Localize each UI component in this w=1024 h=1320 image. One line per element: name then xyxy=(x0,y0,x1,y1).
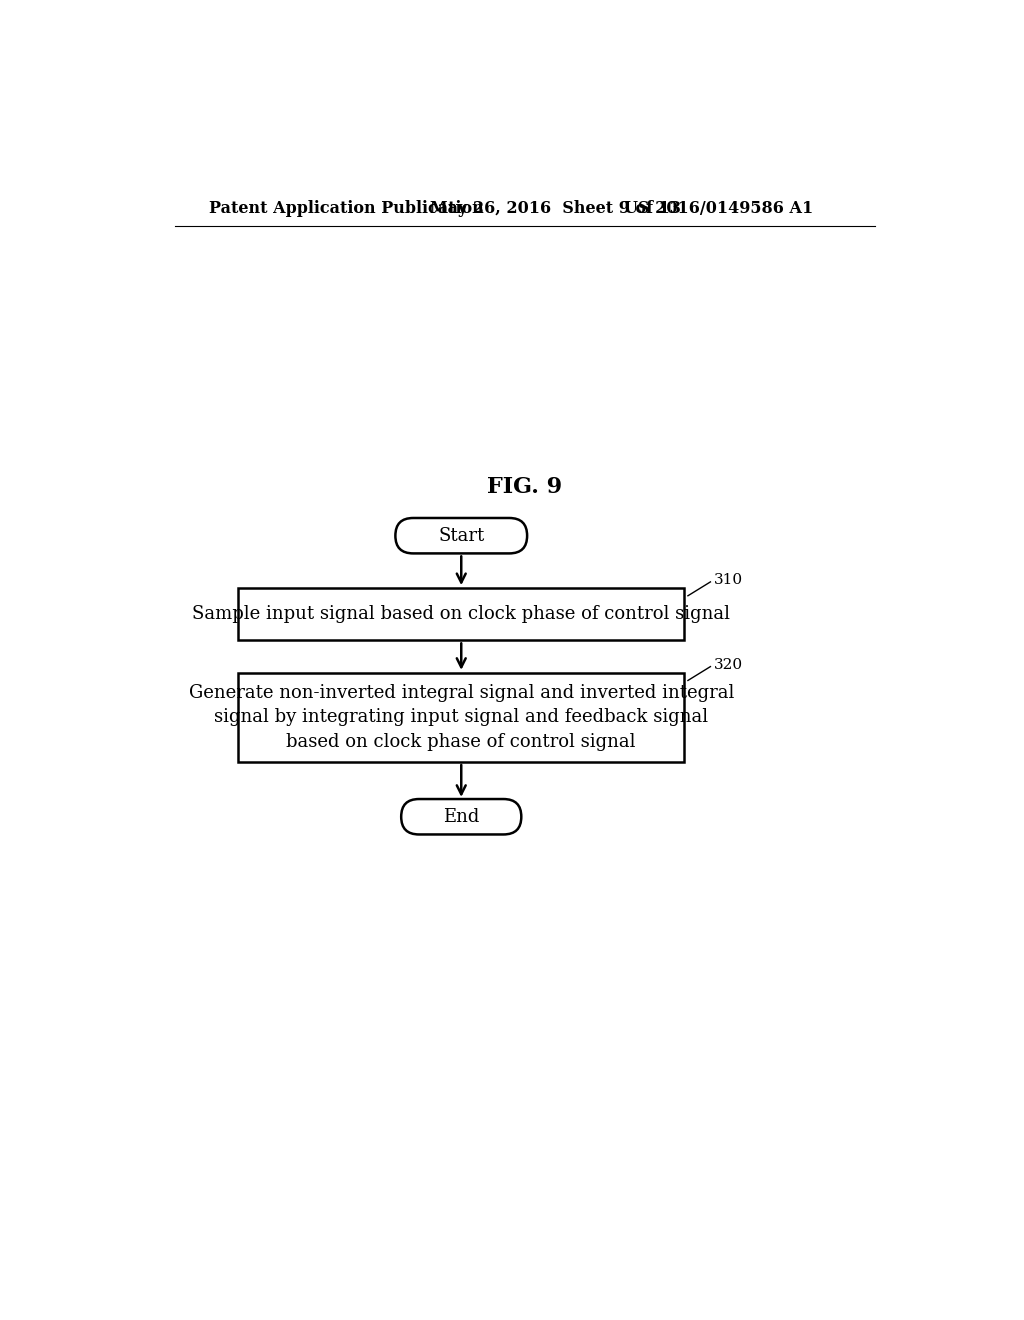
Text: May 26, 2016  Sheet 9 of 13: May 26, 2016 Sheet 9 of 13 xyxy=(430,199,681,216)
Text: End: End xyxy=(443,808,479,826)
FancyBboxPatch shape xyxy=(395,517,527,553)
Text: Sample input signal based on clock phase of control signal: Sample input signal based on clock phase… xyxy=(193,606,730,623)
Text: based on clock phase of control signal: based on clock phase of control signal xyxy=(287,733,636,751)
FancyBboxPatch shape xyxy=(239,673,684,762)
Text: Patent Application Publication: Patent Application Publication xyxy=(209,199,484,216)
Text: 320: 320 xyxy=(714,659,742,672)
Text: Generate non-inverted integral signal and inverted integral: Generate non-inverted integral signal an… xyxy=(188,684,734,702)
Text: signal by integrating input signal and feedback signal: signal by integrating input signal and f… xyxy=(214,709,709,726)
FancyBboxPatch shape xyxy=(401,799,521,834)
Text: US 2016/0149586 A1: US 2016/0149586 A1 xyxy=(624,199,813,216)
Text: FIG. 9: FIG. 9 xyxy=(487,477,562,498)
FancyBboxPatch shape xyxy=(239,589,684,640)
Text: Start: Start xyxy=(438,527,484,545)
Text: 310: 310 xyxy=(714,573,742,587)
